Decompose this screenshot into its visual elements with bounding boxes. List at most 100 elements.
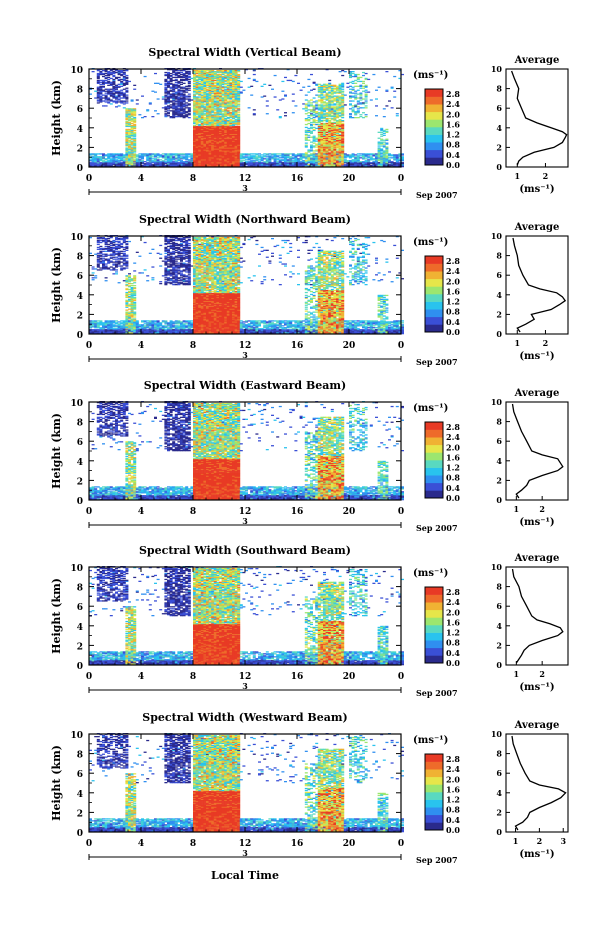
heatmap-cell — [226, 149, 230, 151]
heatmap-cell — [195, 153, 199, 155]
heatmap-cell — [323, 91, 326, 93]
heatmap-cell — [325, 120, 329, 123]
heatmap-cell — [245, 153, 248, 155]
heatmap-cell — [281, 90, 285, 92]
heatmap-cell — [307, 156, 311, 158]
heatmap-cell — [211, 158, 215, 160]
heatmap-cell — [377, 149, 381, 151]
heatmap-cell — [167, 82, 170, 84]
heatmap-cell — [320, 144, 324, 146]
heatmap-cell — [130, 152, 134, 154]
heatmap-cell — [328, 124, 332, 127]
heatmap-cell — [185, 114, 189, 116]
heatmap-cell — [265, 153, 269, 155]
heatmap-cell — [208, 131, 212, 133]
heatmap-cell — [125, 81, 129, 83]
heatmap-cell — [320, 151, 324, 153]
heatmap-cell — [273, 96, 277, 98]
heatmap-cell — [310, 114, 313, 116]
heatmap-cell — [154, 154, 157, 156]
heatmap-cell — [167, 86, 170, 88]
heatmap-cell — [380, 131, 384, 133]
heatmap-cell — [315, 156, 319, 158]
heatmap-cell — [265, 154, 269, 156]
heatmap-cell — [203, 118, 207, 120]
heatmap-cell — [200, 105, 204, 107]
heatmap-cell — [315, 138, 319, 140]
heatmap-cell — [206, 125, 209, 128]
heatmap-cell — [362, 112, 365, 114]
heatmap-cell — [128, 165, 131, 167]
heatmap-cell — [221, 139, 225, 141]
heatmap-cell — [120, 163, 124, 165]
heatmap-cell — [234, 144, 238, 146]
heatmap-cell — [213, 76, 217, 79]
heatmap-cell — [356, 117, 360, 119]
heatmap-cell — [239, 158, 243, 160]
heatmap-cell — [120, 159, 124, 161]
heatmap-cell — [359, 76, 363, 79]
heatmap-cell — [130, 147, 134, 149]
heatmap-cell — [328, 147, 332, 149]
heatmap-cell — [341, 161, 345, 163]
heatmap-cell — [182, 112, 186, 114]
heatmap-cell — [211, 70, 215, 72]
heatmap-cell — [91, 157, 95, 159]
y-tick-label: 10 — [70, 66, 83, 76]
heatmap-cell — [341, 142, 345, 144]
heatmap-cell — [195, 156, 199, 158]
heatmap-cell — [104, 159, 108, 161]
heatmap-cell — [182, 91, 186, 93]
heatmap-cell — [198, 100, 202, 102]
heatmap-cell — [96, 100, 100, 102]
heatmap-cell — [200, 113, 204, 115]
heatmap-cell — [328, 137, 332, 139]
heatmap-cell — [294, 164, 298, 166]
heatmap-cell — [312, 138, 316, 140]
heatmap-cell — [234, 117, 238, 119]
heatmap-cell — [341, 145, 345, 147]
heatmap-cell — [125, 124, 129, 127]
heatmap-cell — [341, 120, 345, 122]
heatmap-cell — [323, 144, 326, 146]
heatmap-cell — [333, 125, 337, 128]
heatmap-cell — [182, 105, 186, 107]
heatmap-cell — [351, 89, 355, 91]
heatmap-cell — [208, 140, 212, 142]
heatmap-cell — [377, 131, 381, 133]
heatmap-cell — [393, 164, 397, 166]
heatmap-cell — [307, 162, 311, 164]
heatmap-cell — [213, 114, 217, 116]
heatmap-cell — [226, 126, 230, 129]
heatmap-cell — [395, 165, 399, 167]
heatmap-cell — [375, 162, 378, 164]
heatmap-cell — [104, 77, 108, 80]
heatmap-cell — [216, 71, 220, 73]
heatmap-cell — [382, 132, 386, 134]
heatmap-cell — [232, 139, 235, 141]
heatmap-cell — [169, 79, 173, 82]
heatmap-cell — [317, 130, 321, 132]
heatmap-cell — [198, 150, 202, 152]
heatmap-cell — [213, 133, 217, 135]
heatmap-cell — [354, 156, 358, 158]
heatmap-cell — [338, 110, 342, 112]
heatmap-cell — [265, 158, 269, 160]
heatmap-cell — [138, 165, 142, 167]
heatmap-cell — [289, 79, 293, 82]
heatmap-cell — [208, 92, 212, 94]
heatmap-cell — [325, 92, 329, 94]
heatmap-cell — [310, 146, 313, 148]
heatmap-cell — [232, 127, 235, 130]
heatmap-cell — [354, 162, 358, 164]
heatmap-cell — [156, 161, 160, 163]
heatmap-cell — [356, 161, 360, 163]
heatmap-cell — [237, 165, 241, 167]
heatmap-cell — [336, 132, 339, 134]
heatmap-cell — [401, 156, 404, 158]
heatmap-cell — [117, 86, 121, 88]
heatmap-cell — [195, 106, 199, 108]
heatmap-cell — [258, 163, 261, 165]
heatmap-cell — [128, 116, 131, 118]
heatmap-cell — [359, 80, 363, 83]
